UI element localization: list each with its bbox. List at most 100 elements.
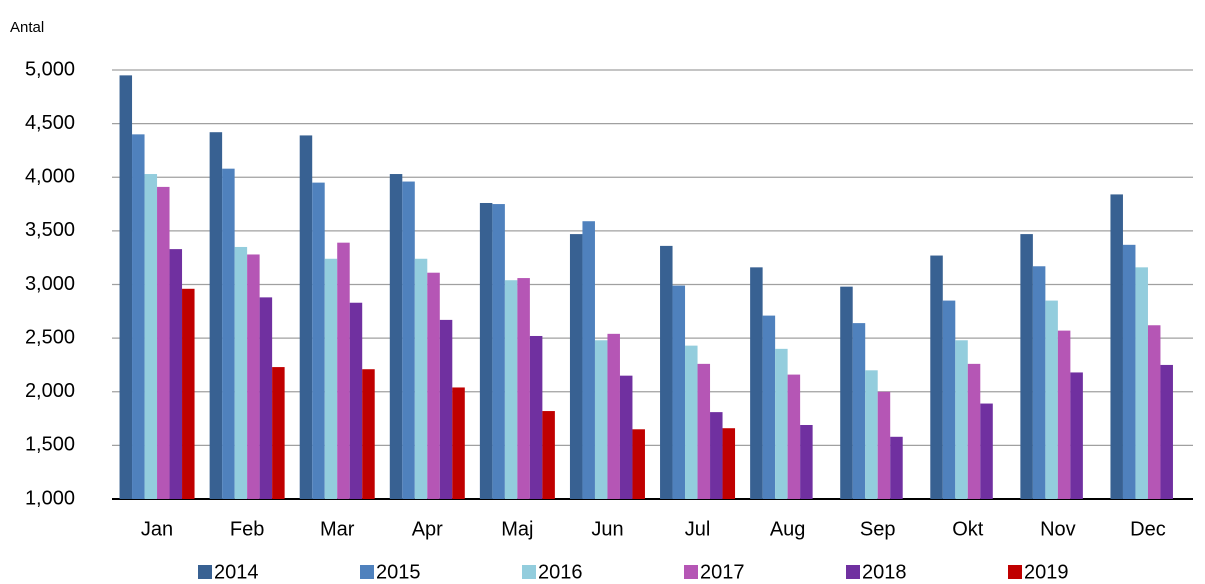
x-tick-label: Okt (952, 518, 984, 540)
bar (1057, 330, 1071, 499)
bar (1147, 325, 1161, 499)
x-tick-label: Jun (591, 518, 623, 540)
bar (619, 375, 633, 499)
bar (299, 135, 313, 500)
legend-swatch (1008, 565, 1022, 579)
bar (1135, 267, 1148, 499)
y-tick-label: 2,500 (25, 326, 75, 348)
legend-label: 2014 (214, 561, 259, 583)
bar (234, 246, 248, 499)
y-tick-label: 2,000 (25, 380, 75, 402)
y-axis-label: Antal (10, 19, 44, 36)
bar (762, 315, 776, 499)
bar (697, 363, 711, 499)
bar (132, 134, 145, 499)
bar (272, 367, 285, 499)
y-tick-label: 4,500 (25, 112, 75, 134)
legend-swatch (684, 565, 698, 579)
x-tick-label: Sep (860, 518, 896, 540)
bar (169, 249, 183, 499)
bar (787, 374, 801, 499)
bar (337, 242, 350, 500)
legend-label: 2017 (700, 561, 745, 583)
bar (529, 335, 543, 499)
bar (389, 174, 403, 499)
bar (980, 403, 993, 499)
bar (569, 234, 583, 499)
bar (852, 323, 866, 499)
bar (144, 174, 158, 499)
bar (672, 285, 686, 499)
bar (157, 186, 170, 499)
x-tick-label: Maj (501, 518, 533, 540)
bar (710, 412, 723, 499)
bar (1045, 300, 1058, 499)
x-tick-label: Apr (412, 518, 443, 540)
bar (479, 202, 493, 500)
bar (504, 280, 518, 499)
bar (660, 245, 673, 499)
y-tick-label: 1,000 (25, 487, 75, 509)
bar (582, 221, 595, 499)
bar (632, 429, 645, 499)
bar (1032, 266, 1046, 499)
legend-swatch (360, 565, 374, 579)
x-tick-label: Aug (770, 518, 806, 540)
bar (259, 297, 273, 499)
bar (414, 258, 428, 499)
bar (119, 75, 133, 500)
bar (840, 286, 853, 499)
bar (800, 424, 813, 499)
bar (750, 267, 763, 499)
bar (865, 370, 878, 499)
bar (247, 254, 260, 499)
bar (890, 436, 903, 499)
legend-label: 2016 (538, 561, 583, 583)
y-tick-label: 3,500 (25, 219, 75, 241)
bar (452, 387, 465, 499)
bar (182, 288, 195, 499)
bar (312, 182, 325, 500)
bar (209, 132, 223, 499)
legend-swatch (522, 565, 536, 579)
y-tick-label: 5,000 (25, 58, 75, 80)
bar (1020, 234, 1033, 499)
bar (324, 258, 338, 499)
bar (402, 181, 415, 500)
x-tick-label: Feb (230, 518, 264, 540)
bar (594, 340, 608, 499)
bar (1070, 372, 1083, 499)
bar (967, 363, 981, 499)
bar (492, 204, 505, 499)
bar (427, 272, 440, 499)
bar (930, 255, 943, 499)
bar (439, 319, 453, 499)
x-tick-label: Jul (685, 518, 711, 540)
bar (349, 302, 363, 499)
bar (517, 278, 530, 499)
bar (775, 348, 788, 499)
bar (722, 428, 736, 499)
legend-swatch (846, 565, 860, 579)
bar (362, 369, 375, 499)
legend-label: 2015 (376, 561, 421, 583)
bar (1122, 244, 1136, 499)
bar (1160, 364, 1173, 499)
bar (877, 391, 891, 499)
x-tick-label: Dec (1130, 518, 1166, 540)
legend-swatch (198, 565, 212, 579)
bar (607, 333, 620, 499)
x-tick-label: Nov (1040, 518, 1076, 540)
bar (542, 411, 555, 499)
y-tick-label: 1,500 (25, 434, 75, 456)
bar (1110, 194, 1123, 499)
legend-label: 2019 (1024, 561, 1069, 583)
legend-label: 2018 (862, 561, 907, 583)
x-tick-label: Mar (320, 518, 355, 540)
bar (942, 300, 956, 499)
bar (685, 345, 698, 499)
y-tick-label: 4,000 (25, 166, 75, 188)
x-tick-label: Jan (141, 518, 173, 540)
bar (955, 340, 968, 499)
